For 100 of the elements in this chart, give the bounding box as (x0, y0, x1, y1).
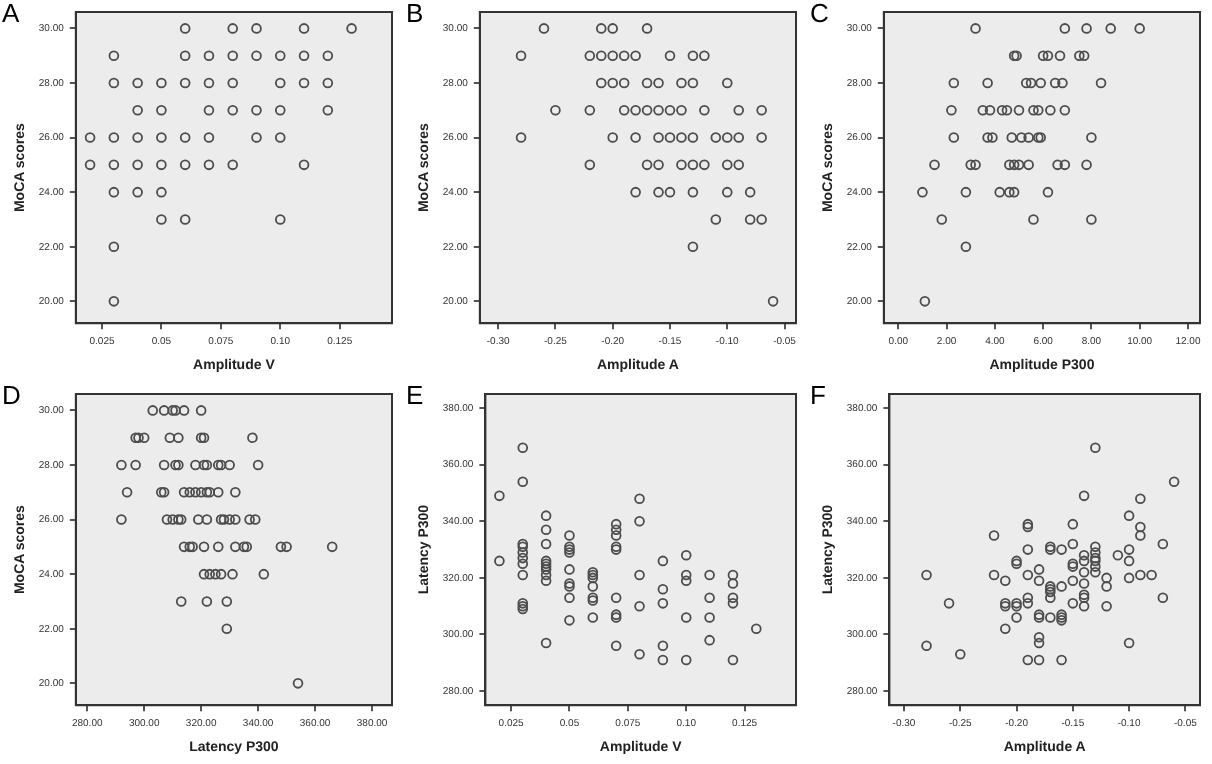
point (227, 50, 239, 61)
point (1059, 23, 1071, 34)
point (203, 104, 215, 116)
point (274, 77, 286, 89)
point (1037, 50, 1049, 61)
point (929, 159, 940, 171)
point (251, 104, 262, 116)
point (1006, 132, 1018, 143)
point (1028, 104, 1039, 116)
point (1023, 132, 1034, 143)
point (132, 186, 143, 198)
point (156, 186, 167, 198)
point (1057, 77, 1068, 89)
chart-title: F (810, 380, 826, 410)
point (1086, 132, 1097, 143)
point (1081, 159, 1092, 171)
point (156, 77, 167, 89)
point (1095, 77, 1107, 89)
point (203, 159, 215, 171)
point (948, 132, 960, 143)
point (179, 159, 191, 171)
point (251, 23, 262, 34)
point (346, 23, 357, 34)
point (1045, 104, 1056, 116)
point (251, 132, 262, 143)
point (970, 159, 981, 171)
point (203, 132, 215, 143)
point (179, 132, 191, 143)
point (994, 186, 1005, 198)
point (1032, 104, 1044, 116)
point (179, 77, 191, 89)
point (274, 132, 286, 143)
point (132, 77, 143, 89)
point (227, 23, 239, 34)
point (1134, 23, 1145, 34)
point (1004, 186, 1015, 198)
point (1008, 186, 1020, 198)
chart-title: B (406, 0, 424, 28)
point (965, 159, 977, 171)
point (1008, 159, 1020, 171)
point (156, 132, 167, 143)
point (84, 159, 96, 171)
point (1105, 23, 1116, 34)
point (227, 104, 239, 116)
point (108, 77, 120, 89)
point (274, 50, 286, 61)
point (977, 104, 989, 116)
point (1059, 104, 1071, 116)
point (203, 77, 215, 89)
point (1023, 159, 1034, 171)
point (322, 50, 334, 61)
point (298, 77, 310, 89)
point (84, 132, 96, 143)
point (156, 159, 167, 171)
point (960, 241, 972, 253)
point (298, 50, 310, 61)
point (108, 241, 120, 253)
point (203, 50, 215, 61)
point (1078, 50, 1090, 61)
point (1086, 214, 1097, 225)
point (996, 104, 1008, 116)
point (227, 77, 239, 89)
point (322, 104, 334, 116)
point (1035, 77, 1047, 89)
point (1042, 50, 1054, 61)
point (132, 159, 143, 171)
chart-title: D (2, 380, 21, 410)
point (1013, 104, 1025, 116)
point (274, 214, 286, 225)
point (274, 104, 286, 116)
point (179, 214, 191, 225)
point (227, 159, 239, 171)
point (251, 50, 262, 61)
point (132, 132, 143, 143)
point (936, 214, 948, 225)
point (1004, 159, 1015, 171)
point (298, 159, 310, 171)
point (132, 104, 143, 116)
point (179, 23, 191, 34)
point (946, 104, 957, 116)
point (1028, 214, 1039, 225)
point (1020, 77, 1032, 89)
point (1059, 159, 1071, 171)
point (982, 132, 993, 143)
point (1001, 104, 1013, 116)
point (987, 132, 998, 143)
chart-title: A (2, 0, 20, 28)
point (156, 214, 167, 225)
point (917, 186, 928, 198)
chart-title: C (810, 0, 829, 28)
point (948, 77, 960, 89)
point (179, 50, 191, 61)
point (1016, 132, 1027, 143)
point (156, 104, 167, 116)
chart-title: E (406, 380, 424, 410)
point (1081, 23, 1092, 34)
point (970, 23, 981, 34)
point (108, 296, 120, 307)
point (1025, 77, 1037, 89)
point (108, 50, 120, 61)
